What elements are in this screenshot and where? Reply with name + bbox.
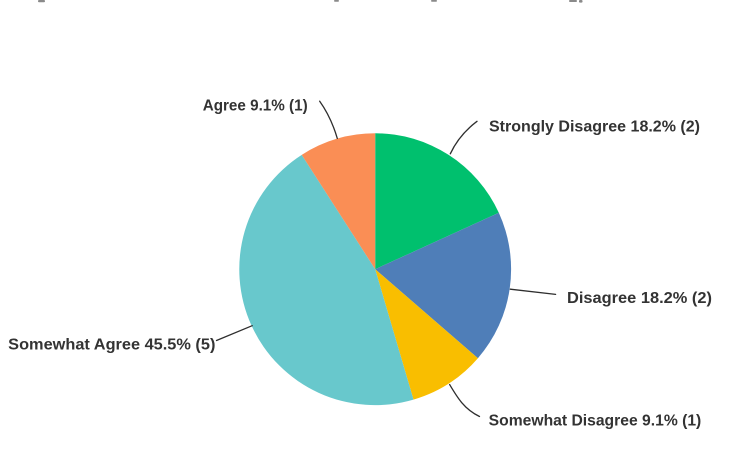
svg-text:Somewhat Agree 45.5% (5): Somewhat Agree 45.5% (5) (8, 337, 215, 354)
svg-text:Agree 9.1% (1): Agree 9.1% (1) (203, 98, 308, 115)
svg-text:Strongly Disagree 18.2% (2): Strongly Disagree 18.2% (2) (489, 118, 700, 135)
svg-text:Disagree 18.2% (2): Disagree 18.2% (2) (567, 290, 712, 307)
svg-text:Somewhat Disagree 9.1% (1): Somewhat Disagree 9.1% (1) (489, 413, 702, 430)
